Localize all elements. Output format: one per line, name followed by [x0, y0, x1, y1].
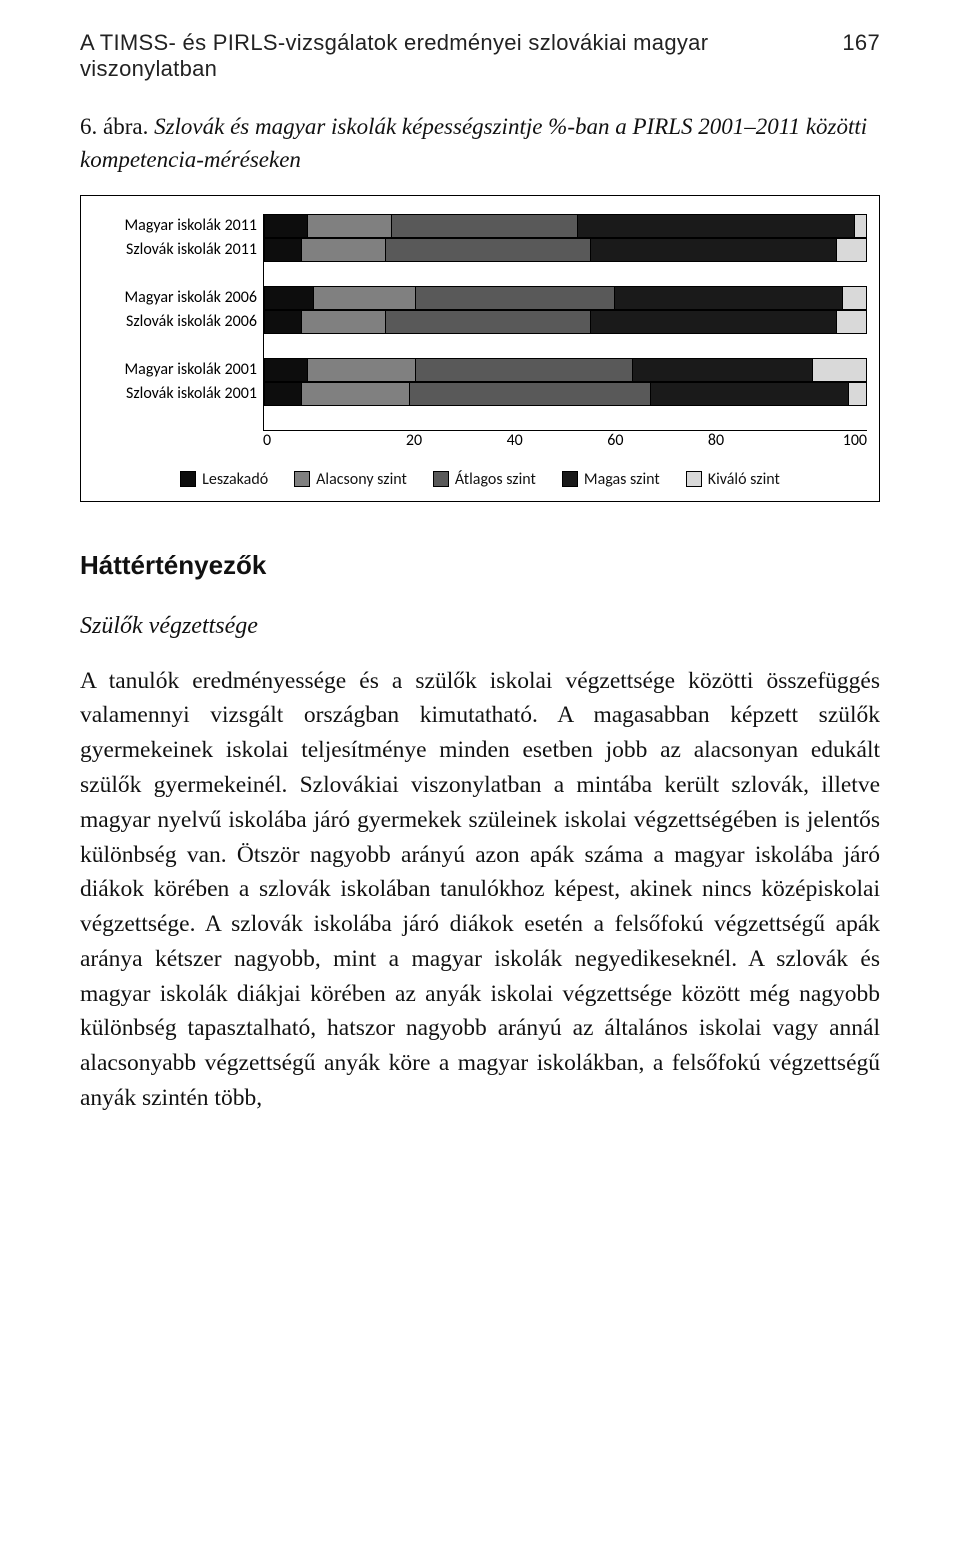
- running-head: A TIMSS- és PIRLS-vizsgálatok eredményei…: [80, 30, 880, 82]
- legend-label: Magas szint: [584, 470, 660, 489]
- chart-bar-segment: [265, 311, 301, 333]
- figure-caption: 6. ábra. Szlovák és magyar iskolák képes…: [80, 110, 880, 177]
- legend-swatch: [433, 471, 449, 487]
- chart-bar-segment: [632, 359, 812, 381]
- chart-bar-segment: [836, 311, 866, 333]
- legend-item: Alacsony szint: [294, 470, 407, 489]
- chart-legend: Leszakadó Alacsony szint Átlagos szint Maga…: [93, 470, 867, 489]
- chart-bar-segment: [590, 239, 836, 261]
- chart-bar: [264, 382, 867, 406]
- chart-bar: [264, 238, 867, 262]
- figure-label: 6. ábra.: [80, 114, 148, 139]
- chart-plot: [263, 214, 867, 431]
- section-heading: Háttértényezők: [80, 550, 880, 581]
- chart-bar-segment: [614, 287, 842, 309]
- chart-x-ticks: 020406080100: [263, 431, 867, 450]
- chart-bar-segment: [577, 215, 853, 237]
- chart-bar-segment: [415, 359, 631, 381]
- chart-y-label: Szlovák iskolák 2001: [93, 382, 263, 406]
- chart-x-tick: 40: [464, 431, 565, 450]
- chart-bar-segment: [650, 383, 848, 405]
- legend-swatch: [180, 471, 196, 487]
- chart-y-label-group: Magyar iskolák 2011Szlovák iskolák 2011: [93, 214, 263, 262]
- chart-bar: [264, 310, 867, 334]
- chart-y-label: Szlovák iskolák 2011: [93, 238, 263, 262]
- chart-bar-segment: [313, 287, 415, 309]
- chart-bar-segment: [385, 311, 589, 333]
- legend-label: Leszakadó: [202, 470, 268, 489]
- body-paragraph: A tanulók eredményessége és a szülők isk…: [80, 664, 880, 1116]
- legend-label: Kiváló szint: [708, 470, 780, 489]
- chart-bar-segment: [265, 215, 307, 237]
- chart-bar-segment: [415, 287, 613, 309]
- chart-bar-segment: [409, 383, 649, 405]
- chart-bar-segment: [301, 239, 385, 261]
- legend-swatch: [562, 471, 578, 487]
- chart-area: Magyar iskolák 2011Szlovák iskolák 2011M…: [93, 214, 867, 431]
- legend-swatch: [294, 471, 310, 487]
- chart-bar-segment: [307, 359, 415, 381]
- chart-bar-segment: [265, 383, 301, 405]
- chart-bar: [264, 214, 867, 238]
- chart-bar-segment: [307, 215, 391, 237]
- chart-y-label: Magyar iskolák 2001: [93, 358, 263, 382]
- chart-bar-segment: [265, 287, 313, 309]
- figure-caption-text: Szlovák és magyar iskolák képességszintj…: [80, 114, 867, 172]
- chart-bar-group: [264, 358, 867, 406]
- legend-item: Kiváló szint: [686, 470, 780, 489]
- chart-bar-segment: [836, 239, 866, 261]
- chart-x-tick: 20: [364, 431, 465, 450]
- legend-label: Alacsony szint: [316, 470, 407, 489]
- chart-bar-segment: [301, 383, 409, 405]
- chart-bar-segment: [265, 359, 307, 381]
- chart-bar-segment: [590, 311, 836, 333]
- legend-swatch: [686, 471, 702, 487]
- chart-bar-segment: [812, 359, 866, 381]
- chart-y-label: Szlovák iskolák 2006: [93, 310, 263, 334]
- chart-x-tick: 0: [263, 431, 364, 450]
- running-title: A TIMSS- és PIRLS-vizsgálatok eredményei…: [80, 30, 842, 82]
- chart-bar-segment: [265, 239, 301, 261]
- chart-bar-segment: [848, 383, 866, 405]
- legend-item: Átlagos szint: [433, 470, 536, 489]
- chart-bar-segment: [385, 239, 589, 261]
- legend-item: Magas szint: [562, 470, 660, 489]
- chart-bar: [264, 286, 867, 310]
- chart-y-label: Magyar iskolák 2006: [93, 286, 263, 310]
- section-subheading: Szülők végzettsége: [80, 613, 880, 640]
- chart-x-tick: 100: [766, 431, 867, 450]
- chart-y-label-group: Magyar iskolák 2006Szlovák iskolák 2006: [93, 286, 263, 334]
- chart-bars: [264, 214, 867, 406]
- chart-bar-segment: [854, 215, 866, 237]
- chart-y-labels: Magyar iskolák 2011Szlovák iskolák 2011M…: [93, 214, 263, 431]
- chart-bar: [264, 358, 867, 382]
- chart-x-tick: 60: [565, 431, 666, 450]
- legend-item: Leszakadó: [180, 470, 268, 489]
- chart-bar-segment: [301, 311, 385, 333]
- chart-bar-group: [264, 286, 867, 334]
- chart-frame: Magyar iskolák 2011Szlovák iskolák 2011M…: [80, 195, 880, 502]
- chart-bar-group: [264, 214, 867, 262]
- chart-y-label-group: Magyar iskolák 2001Szlovák iskolák 2001: [93, 358, 263, 406]
- page-number: 167: [842, 30, 880, 56]
- page: A TIMSS- és PIRLS-vizsgálatok eredményei…: [0, 0, 960, 1156]
- legend-label: Átlagos szint: [455, 470, 536, 489]
- chart-bar-segment: [391, 215, 577, 237]
- chart-bar-segment: [842, 287, 866, 309]
- chart-y-label: Magyar iskolák 2011: [93, 214, 263, 238]
- chart-x-tick: 80: [666, 431, 767, 450]
